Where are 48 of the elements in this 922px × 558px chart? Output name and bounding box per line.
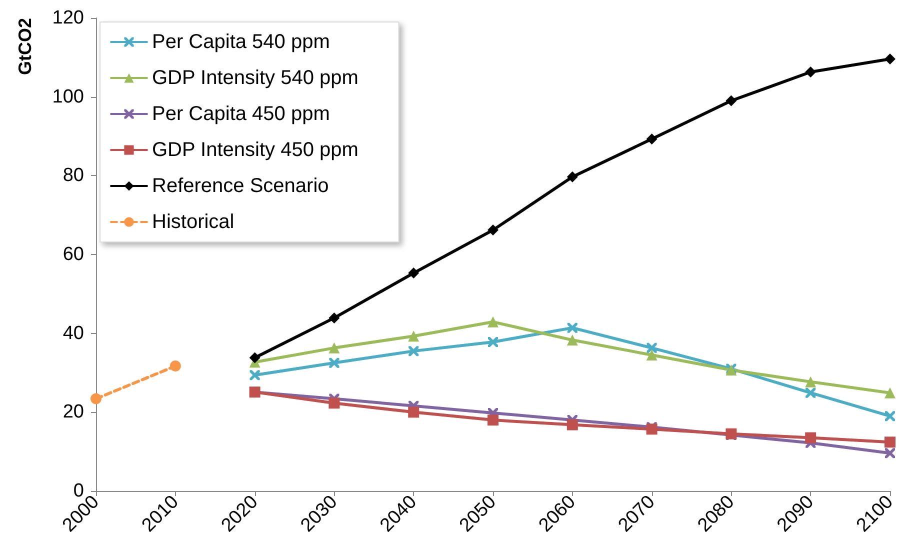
point xyxy=(726,95,737,106)
point xyxy=(488,414,498,426)
point xyxy=(328,398,340,409)
point xyxy=(566,171,578,182)
point xyxy=(328,342,340,354)
legend-label: Per Capita 450 ppm xyxy=(152,103,330,125)
y-tick-label: 120 xyxy=(52,8,84,28)
y-tick-label: 0 xyxy=(73,480,84,502)
y-tick-label: 80 xyxy=(62,165,84,186)
point xyxy=(408,330,420,342)
y-tick-label: 20 xyxy=(62,402,84,423)
y-tick-label: 40 xyxy=(62,322,84,344)
point xyxy=(567,322,578,333)
point xyxy=(646,424,658,435)
point xyxy=(646,134,658,145)
point xyxy=(805,376,816,388)
point xyxy=(249,352,260,364)
point xyxy=(885,448,895,458)
point xyxy=(566,334,578,346)
point xyxy=(884,53,896,64)
point xyxy=(806,388,816,398)
point xyxy=(408,406,420,418)
legend-label: Per Capita 540 ppm xyxy=(152,31,330,53)
point xyxy=(328,312,340,324)
point xyxy=(488,224,498,236)
legend-label: GDP Intensity 540 ppm xyxy=(152,67,358,89)
legend-label: GDP Intensity 450 ppm xyxy=(152,139,358,161)
point xyxy=(885,411,895,422)
point xyxy=(488,316,498,328)
point xyxy=(90,393,102,404)
point xyxy=(805,66,816,78)
point xyxy=(566,419,578,430)
y-tick-label: 100 xyxy=(52,86,84,108)
point xyxy=(250,370,260,380)
point xyxy=(408,346,419,356)
y-axis-title: GtCO2 xyxy=(15,18,35,76)
point xyxy=(884,387,896,398)
legend-label: Historical xyxy=(152,211,234,233)
point xyxy=(488,337,498,348)
point xyxy=(646,350,658,361)
point xyxy=(329,358,340,368)
legend-label: Reference Scenario xyxy=(152,175,329,197)
point xyxy=(170,360,181,372)
point xyxy=(408,268,420,279)
point xyxy=(646,342,657,353)
point xyxy=(884,436,896,448)
y-tick-label: 60 xyxy=(62,244,84,265)
point xyxy=(805,432,816,444)
